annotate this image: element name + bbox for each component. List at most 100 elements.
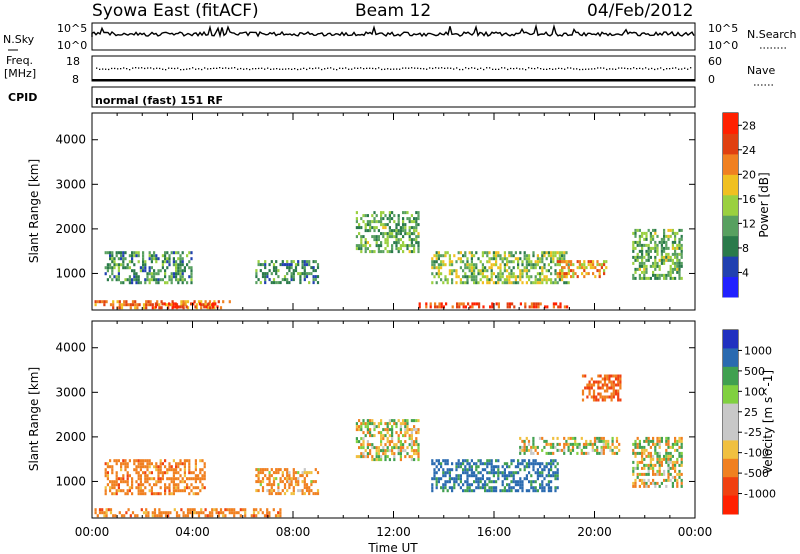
data-cell: [133, 251, 136, 255]
data-cell: [462, 468, 465, 472]
data-cell: [552, 251, 555, 255]
data-cell: [567, 442, 570, 446]
data-cell: [172, 471, 175, 475]
data-cell: [134, 303, 137, 307]
data-cell: [558, 254, 561, 258]
data-cell: [530, 462, 533, 466]
data-cell: [541, 254, 544, 258]
data-cell: [528, 462, 531, 466]
data-cell: [355, 425, 358, 429]
nave-point: [336, 69, 338, 71]
data-cell: [172, 302, 175, 306]
data-cell: [192, 471, 195, 475]
data-cell: [532, 442, 535, 446]
data-cell: [598, 272, 601, 276]
data-cell: [437, 257, 440, 261]
data-cell: [150, 260, 153, 264]
data-cell: [146, 465, 149, 469]
data-cell: [410, 428, 413, 432]
data-cell: [395, 226, 398, 230]
data-cell: [552, 254, 555, 258]
data-cell: [369, 431, 372, 435]
data-cell: [486, 483, 489, 487]
data-cell: [466, 260, 469, 264]
data-cell: [148, 254, 151, 258]
data-cell: [638, 451, 641, 455]
data-cell: [647, 472, 650, 476]
data-cell: [404, 226, 407, 230]
data-cell: [473, 471, 476, 475]
data-cell: [399, 458, 402, 462]
data-cell: [470, 251, 473, 255]
data-cell: [486, 278, 489, 282]
data-cell: [417, 431, 420, 435]
data-cell: [473, 275, 476, 279]
freq-left-tick-top: 18: [66, 55, 80, 68]
data-cell: [451, 281, 454, 285]
nave-point: [285, 68, 287, 70]
data-cell: [652, 457, 655, 461]
data-cell: [371, 443, 374, 447]
data-cell: [180, 303, 183, 307]
data-cell: [603, 377, 607, 381]
data-cell: [203, 462, 206, 466]
data-cell: [603, 260, 606, 264]
data-cell: [561, 254, 564, 258]
data-cell: [475, 474, 478, 478]
data-cell: [303, 486, 306, 490]
data-cell: [397, 452, 400, 456]
data-cell: [127, 303, 130, 307]
data-cell: [310, 266, 313, 270]
data-cell: [521, 272, 524, 276]
nave-point: [423, 68, 425, 70]
data-cell: [170, 275, 173, 279]
data-cell: [464, 251, 467, 255]
data-cell: [442, 305, 445, 309]
data-cell: [536, 260, 539, 264]
data-cell: [178, 514, 181, 518]
data-cell: [600, 445, 603, 449]
data-cell: [111, 486, 114, 490]
data-cell: [211, 508, 214, 512]
data-cell: [402, 244, 405, 248]
data-cell: [528, 480, 531, 484]
data-cell: [510, 474, 513, 478]
data-cell: [539, 272, 542, 276]
data-cell: [312, 278, 315, 282]
data-cell: [104, 471, 107, 475]
data-cell: [678, 475, 681, 479]
data-cell: [120, 303, 124, 307]
data-cell: [641, 457, 644, 461]
data-cell: [519, 451, 522, 455]
data-cell: [619, 380, 622, 384]
data-cell: [549, 451, 553, 455]
data-cell: [259, 471, 262, 475]
data-cell: [525, 269, 528, 273]
data-cell: [415, 229, 418, 233]
data-cell: [442, 474, 445, 478]
data-cell: [380, 440, 383, 444]
data-cell: [554, 477, 557, 481]
data-cell: [466, 477, 469, 481]
data-cell: [393, 419, 396, 423]
nave-point: [252, 68, 254, 70]
data-cell: [592, 260, 595, 264]
data-cell: [462, 305, 465, 309]
data-cell: [197, 486, 200, 490]
data-cell: [552, 442, 555, 446]
data-cell: [358, 425, 361, 429]
data-cell: [384, 443, 387, 447]
data-cell: [565, 442, 568, 446]
data-cell: [545, 442, 548, 446]
data-cell: [495, 471, 498, 475]
data-cell: [316, 266, 320, 270]
data-cell: [194, 468, 197, 472]
data-cell: [215, 508, 218, 512]
data-cell: [599, 374, 602, 378]
nave-point: [261, 67, 263, 69]
data-cell: [113, 260, 116, 264]
data-cell: [561, 275, 564, 279]
data-cell: [525, 263, 528, 267]
data-cell: [364, 425, 367, 429]
data-cell: [417, 247, 420, 251]
